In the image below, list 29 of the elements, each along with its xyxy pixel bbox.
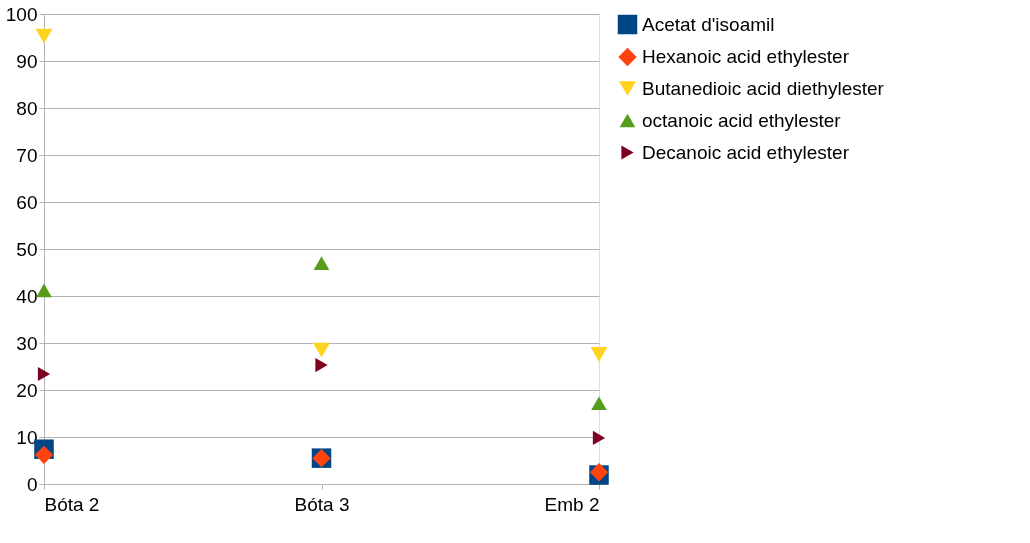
y-tick-label: 80 [16,97,38,119]
point [591,396,607,410]
point [313,256,330,270]
y-tick-label: 20 [16,379,38,401]
x-tick-label: Bóta 3 [294,493,350,515]
point [590,346,608,362]
y-tick-label: 40 [16,285,38,307]
y-tick-label: 100 [5,3,38,25]
point [315,358,328,373]
y-tick-label: 10 [16,426,38,448]
point [312,342,331,358]
y-tick-label: 90 [16,50,38,72]
legend-label: Decanoic acid ethylester [642,141,850,163]
legend-label: Hexanoic acid ethylester [642,46,850,67]
legend-label: octanoic acid ethylester [642,109,842,131]
y-tick-label: 60 [16,191,38,213]
y-tick-label: 0 [26,473,38,495]
x-tick-label: Bóta 2 [44,493,100,515]
point [37,366,51,382]
legend-label: Acetat d'isoamil [642,13,775,35]
y-tick-label: 70 [16,144,38,166]
y-tick-label: 50 [16,238,38,260]
y-tick-label: 30 [16,332,38,354]
point [35,28,53,44]
point [34,445,54,465]
x-tick-label: Emb 2 [544,493,600,515]
point [592,430,606,446]
legend-label: Butanedioic acid diethylester [642,77,885,99]
point [36,283,52,298]
